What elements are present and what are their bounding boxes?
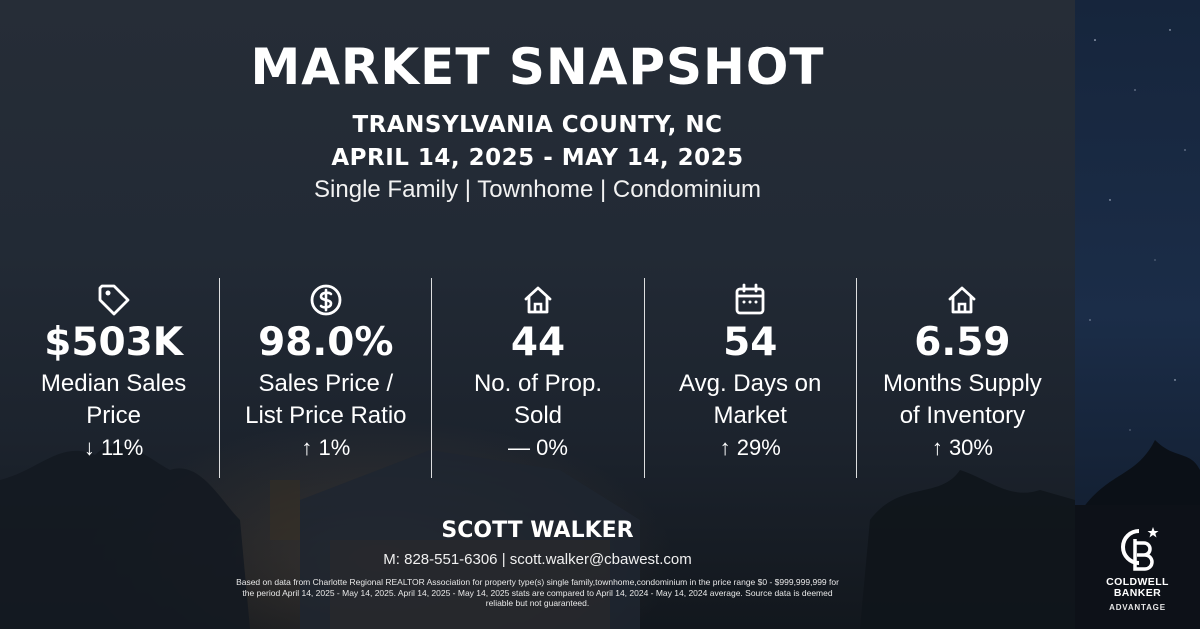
stats-row: $503K Median Sales Price ↓ 11% 98.0% Sale… bbox=[8, 278, 1068, 478]
stat-label: Avg. Days on Market bbox=[679, 370, 822, 429]
brand-line1: COLDWELL bbox=[1106, 576, 1169, 588]
stat-value: 54 bbox=[723, 320, 778, 365]
stat-avg-days-on-market: 54 Avg. Days on Market ↑ 29% bbox=[643, 278, 856, 478]
page-title: MARKET SNAPSHOT bbox=[250, 38, 825, 96]
stat-change: — 0% bbox=[508, 435, 568, 460]
calendar-icon bbox=[735, 283, 765, 315]
stat-change: ↓ 11% bbox=[83, 435, 144, 460]
stat-months-supply: 6.59 Months Supply of Inventory ↑ 30% bbox=[855, 278, 1068, 478]
stat-change: ↑ 30% bbox=[931, 435, 993, 460]
stat-value: $503K bbox=[44, 320, 183, 365]
stat-label: Median Sales Price bbox=[40, 370, 187, 429]
brand-logo: COLDWELL BANKER ADVANTAGE bbox=[1075, 505, 1200, 629]
coldwell-banker-logo-icon bbox=[1121, 527, 1159, 571]
brand-line3: ADVANTAGE bbox=[1109, 603, 1166, 612]
stat-value: 98.0% bbox=[258, 320, 394, 365]
house-silhouette-background bbox=[0, 445, 1075, 629]
stat-value: 44 bbox=[510, 320, 566, 365]
date-range-heading: APRIL 14, 2025 - MAY 14, 2025 bbox=[331, 145, 744, 171]
stat-properties-sold: 44 No. of Prop. Sold — 0% bbox=[431, 278, 643, 478]
price-tag-icon bbox=[98, 284, 129, 316]
dollar-circle-icon bbox=[310, 284, 342, 316]
location-heading: TRANSYLVANIA COUNTY, NC bbox=[352, 112, 723, 138]
snapshot-content: MARKET SNAPSHOT TRANSYLVANIA COUNTY, NC … bbox=[8, 38, 1068, 608]
brand-line2: BANKER bbox=[1113, 587, 1162, 599]
property-types: Single Family | Townhome | Condominium bbox=[314, 176, 761, 203]
stat-median-sales-price: $503K Median Sales Price ↓ 11% bbox=[8, 278, 219, 478]
house-icon bbox=[524, 286, 552, 314]
house-icon bbox=[949, 286, 976, 314]
stat-change: ↑ 29% bbox=[719, 435, 781, 460]
stat-label: Sales Price / List Price Ratio bbox=[245, 370, 407, 429]
stat-value: 6.59 bbox=[914, 320, 1011, 365]
stat-label: No. of Prop. Sold bbox=[473, 370, 603, 429]
stat-change: ↑ 1% bbox=[301, 435, 351, 460]
agent-contact[interactable]: M: 828-551-6306 | scott.walker@cbawest.c… bbox=[383, 551, 692, 568]
disclaimer-text: Based on data from Charlotte Regional RE… bbox=[236, 577, 839, 608]
agent-name: SCOTT WALKER bbox=[441, 518, 634, 543]
stat-sales-list-ratio: 98.0% Sales Price / List Price Ratio ↑ 1% bbox=[219, 278, 431, 478]
stat-label: Months Supply of Inventory bbox=[883, 370, 1042, 429]
